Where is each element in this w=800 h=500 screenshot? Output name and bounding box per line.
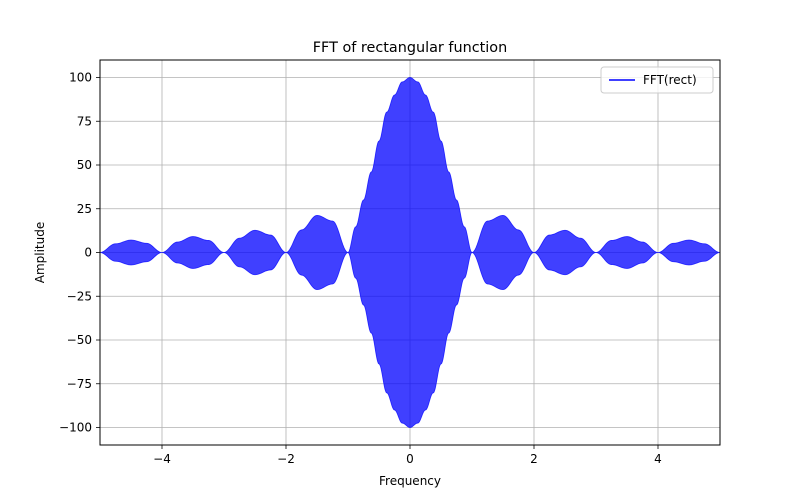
- x-tick-label: −2: [277, 452, 295, 466]
- y-tick-label: 75: [77, 114, 92, 128]
- x-tick-label: 2: [530, 452, 538, 466]
- plot-area: [99, 77, 721, 428]
- y-axis: −100 −75 −50 −25 0 25 50 75 100: [59, 71, 100, 435]
- y-tick-label: −25: [67, 289, 92, 303]
- chart-title: FFT of rectangular function: [313, 40, 507, 56]
- legend-label: FFT(rect): [643, 73, 697, 87]
- legend: FFT(rect): [600, 66, 714, 94]
- x-tick-label: −4: [153, 452, 171, 466]
- legend-box: [600, 66, 714, 94]
- y-tick-label: −50: [67, 333, 92, 347]
- y-tick-label: −100: [59, 421, 92, 435]
- y-tick-label: 50: [77, 158, 92, 172]
- x-tick-label: 4: [654, 452, 662, 466]
- x-tick-label: 0: [406, 452, 414, 466]
- y-tick-label: −75: [67, 377, 92, 391]
- x-axis: −4 −2 0 2 4: [153, 445, 662, 466]
- x-axis-label: Frequency: [379, 474, 441, 488]
- y-tick-label: 0: [84, 246, 92, 260]
- y-axis-label: Amplitude: [33, 222, 47, 284]
- y-tick-label: 25: [77, 202, 92, 216]
- series-area: [99, 77, 721, 428]
- y-tick-label: 100: [69, 71, 92, 85]
